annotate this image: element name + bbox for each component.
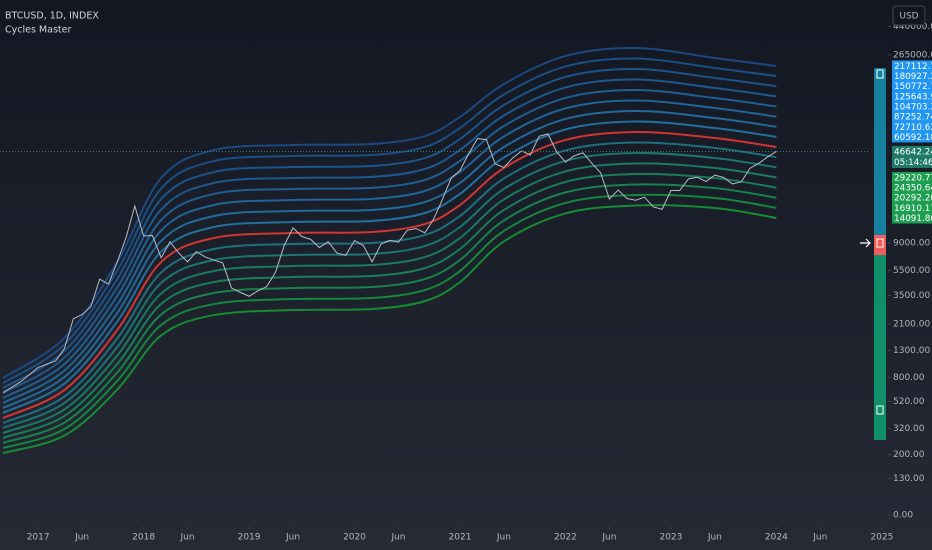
side-bar-high [874,68,886,235]
band-label: 104703.29 [894,103,932,113]
band-label-box [892,202,932,214]
band-label: 24350.64 [894,184,932,194]
marker-icon [876,69,884,79]
y-tick-label: 520.00 [893,397,925,407]
cycle-band [2,78,777,394]
side-bar-low [874,255,886,440]
x-tick-label: 2021 [449,533,472,543]
band-label-box [892,80,932,92]
x-tick-label: Jun [812,533,827,543]
band-label-box [892,121,932,133]
price-axis: 440000.00 265000.00 9000.00 5500.00 3500.00 2… [27,22,932,543]
x-tick-label: Jun [707,533,722,543]
band-label: 217112.74 [894,62,932,72]
band-label-box [892,60,932,72]
band-label: 72710.62 [894,123,932,133]
chart-title: BTCUSD, 1D, INDEX [5,11,99,22]
x-tick-label: Jun [496,533,511,543]
cycle-band [2,130,777,419]
arrow [860,238,871,248]
countdown-label: 05:14:46 [894,158,932,168]
band-label-box [892,212,932,224]
cycle-band [2,183,777,444]
x-tick-label: Jun [285,533,300,543]
y-tick-label: 1300.00 [893,346,930,356]
marker-icon [876,405,884,415]
x-tick-label: 2019 [238,533,261,543]
band-label-box [892,90,932,102]
side-bar-mid [874,235,886,255]
currency-button[interactable] [892,5,926,26]
band-label: 125643.94 [894,92,932,102]
y-tick-label: 0.00 [893,511,913,521]
y-tick-label: 320.00 [893,424,925,434]
band-label-box [892,131,932,143]
x-tick-label: 2024 [765,533,788,543]
y-tick-label: 3500.00 [893,291,930,301]
band-label: 60592.18 [894,133,932,143]
cycle-band [2,151,777,429]
y-tick-label: 200.00 [893,450,925,460]
band-label-box [892,192,932,204]
cycle-band [2,120,777,414]
x-tick-label: 2022 [554,533,577,543]
band-label: 16910.17 [894,204,932,214]
x-tick-label: 2023 [659,533,682,543]
x-tick-label: Jun [390,533,405,543]
x-tick-label: Jun [74,533,89,543]
cycle-band [2,67,777,389]
cycle-band [2,88,777,399]
cycle-band [2,162,777,434]
band-label: 87252.74 [894,113,932,123]
plot-area [0,46,870,454]
y-tick-label: 5500.00 [893,266,930,276]
currency-label[interactable]: USD [899,12,918,22]
marker-icon [876,238,884,248]
x-tick-label: Jun [180,533,195,543]
band-label: 20292.20 [894,194,932,204]
band-label-box [892,111,932,123]
x-tick-label: 2017 [27,533,50,543]
x-tick-label: 2025 [870,533,893,543]
cycle-band [2,193,777,450]
price-label-box [892,145,932,168]
y-tick-label: 800.00 [893,373,925,383]
y-tick-label: 440000.00 [893,22,932,32]
cycle-band [2,204,777,454]
band-label-box [892,182,932,194]
band-label: 14091.80 [894,214,932,224]
price-label: 46642.24 [894,147,932,157]
cycle-band [2,172,777,439]
cycle-band [2,109,777,409]
band-label: 150772.73 [894,82,932,92]
band-label-box [892,101,932,113]
y-tick-label: 265000.00 [893,50,932,60]
cycle-band [2,99,777,404]
y-tick-label: 2100.00 [893,319,930,329]
price-line [2,133,777,394]
band-label-box [892,171,932,183]
band-label: 29220.77 [894,173,932,183]
y-tick-label: 9000.00 [893,238,930,248]
cycle-band [2,57,777,384]
x-tick-label: 2018 [132,533,155,543]
x-tick-label: 2020 [343,533,366,543]
x-tick-label: Jun [601,533,616,543]
band-label-box [892,70,932,82]
y-tick-label: 130.00 [893,474,925,484]
chart-subtitle: Cycles Master [5,25,71,36]
band-label: 180927.28 [894,72,932,82]
